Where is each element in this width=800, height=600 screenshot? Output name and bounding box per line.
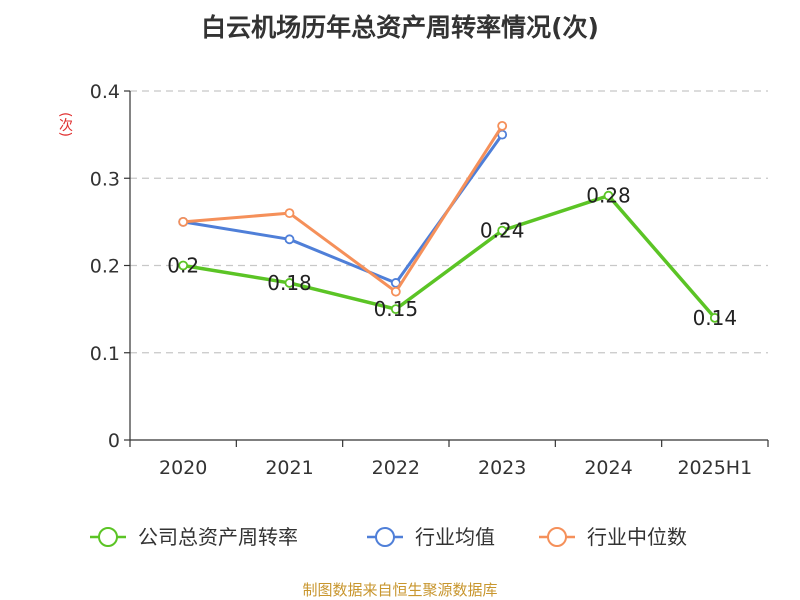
- legend-marker: [547, 527, 567, 547]
- x-tick-label: 2025H1: [677, 457, 752, 479]
- y-tick-label: 0: [108, 430, 120, 452]
- y-tick-label: 0.4: [90, 81, 120, 103]
- data-point: [284, 208, 295, 219]
- legend-label: 公司总资产周转率: [138, 525, 298, 549]
- data-point: [603, 190, 614, 201]
- legend-marker: [98, 527, 118, 547]
- x-tick-label: 2020: [159, 457, 207, 479]
- x-tick-label: 2024: [584, 457, 632, 479]
- x-tick-label: 2021: [265, 457, 313, 479]
- data-point: [284, 278, 295, 288]
- y-tick-label: 0.1: [90, 343, 120, 365]
- data-label: 0.24: [480, 219, 525, 243]
- data-label: 0.28: [586, 184, 631, 208]
- legend-label: 行业中位数: [587, 525, 687, 549]
- data-point: [178, 260, 189, 271]
- y-tick-label: 0.3: [90, 168, 120, 190]
- y-axis-unit: (次): [57, 112, 73, 137]
- data-point: [390, 304, 401, 315]
- series-line: [182, 193, 717, 319]
- series-line: [183, 125, 504, 294]
- x-tick-label: 2023: [478, 457, 526, 479]
- data-label: 0.15: [374, 297, 419, 321]
- data-label: 0.14: [693, 306, 738, 330]
- source-note: 制图数据来自恒生聚源数据库: [302, 581, 498, 599]
- x-tick-label: 2022: [372, 457, 420, 479]
- data-point: [497, 225, 508, 236]
- data-label: 0.18: [267, 271, 312, 295]
- data-point: [497, 121, 508, 131]
- legend-label: 行业均值: [415, 525, 495, 549]
- legend-marker: [375, 527, 395, 547]
- data-label: 0.2: [167, 254, 199, 278]
- data-point: [390, 286, 401, 297]
- data-point: [178, 216, 189, 227]
- data-point: [284, 234, 295, 245]
- data-point: [709, 312, 720, 323]
- chart-title: 白云机场历年总资产周转率情况(次): [201, 13, 599, 42]
- series-line: [182, 133, 504, 285]
- y-tick-label: 0.2: [90, 256, 120, 278]
